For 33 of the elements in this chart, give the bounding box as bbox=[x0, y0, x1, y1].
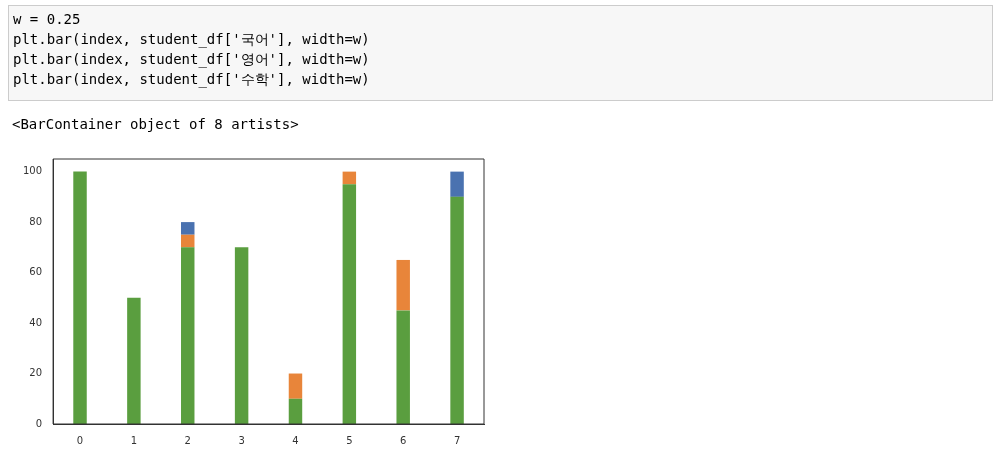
text: plt.bar(index, student_df['수학'], width=w) bbox=[13, 70, 371, 89]
x-tick-label: 2 bbox=[184, 434, 191, 446]
text: w = 0.25 bbox=[13, 10, 82, 29]
bar bbox=[73, 171, 87, 424]
bar bbox=[288, 398, 303, 424]
y-tick-label: 40 bbox=[29, 316, 43, 328]
bar bbox=[450, 171, 464, 197]
x-tick-label: 4 bbox=[292, 434, 299, 446]
y-tick-label: 80 bbox=[29, 215, 43, 227]
x-tick-label: 6 bbox=[400, 434, 407, 446]
bar bbox=[181, 247, 195, 424]
y-tick-label: 100 bbox=[22, 165, 43, 177]
x-tick-label: 0 bbox=[76, 434, 84, 446]
bar bbox=[181, 222, 195, 235]
x-tick-label: 5 bbox=[346, 434, 353, 446]
bar bbox=[342, 171, 357, 185]
text: <BarContainer object of 8 artists> bbox=[12, 116, 299, 132]
text: plt.bar(index, student_df['국어'], width=w) bbox=[13, 30, 371, 49]
bar bbox=[342, 184, 357, 424]
bar bbox=[396, 259, 410, 311]
x-tick-label: 1 bbox=[130, 434, 138, 446]
x-tick-label: 3 bbox=[238, 434, 245, 446]
x-tick-label: 7 bbox=[453, 434, 461, 446]
text: plt.bar(index, student_df['영어'], width=w) bbox=[13, 50, 371, 69]
bar bbox=[288, 373, 303, 399]
bar bbox=[396, 310, 410, 424]
bar bbox=[234, 247, 249, 424]
y-tick-label: 60 bbox=[29, 266, 43, 278]
y-tick-label: 0 bbox=[35, 417, 43, 429]
bar bbox=[181, 234, 195, 248]
bar bbox=[127, 297, 141, 424]
bar bbox=[450, 196, 464, 424]
y-tick-label: 20 bbox=[29, 367, 43, 379]
